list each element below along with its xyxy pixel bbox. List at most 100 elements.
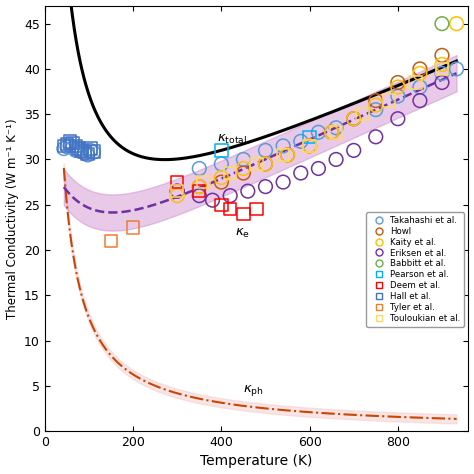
Point (244, 187, 252, 195)
Point (438, 52, 446, 59)
Point (359, 110, 366, 118)
Point (306, 142, 313, 150)
Point (416, 97, 424, 104)
Point (240, 169, 247, 177)
Point (412, 79, 419, 86)
Point (240, 164, 247, 172)
Point (63, 143, 71, 151)
Point (81, 149, 88, 157)
Point (84, 151, 91, 159)
Point (107, 237, 115, 245)
Point (253, 160, 260, 168)
Point (78, 146, 85, 154)
Point (74, 145, 82, 152)
Point (66, 137, 74, 145)
Point (129, 224, 137, 231)
Point (306, 133, 313, 141)
Y-axis label: Thermal Conductivity (W m⁻¹ K⁻¹): Thermal Conductivity (W m⁻¹ K⁻¹) (6, 118, 18, 319)
Point (173, 187, 181, 195)
Point (195, 183, 203, 191)
Point (394, 92, 401, 100)
Point (69, 144, 76, 152)
Text: $\kappa_{\rm total}$: $\kappa_{\rm total}$ (217, 133, 247, 146)
Point (438, 20, 446, 27)
Point (69, 139, 76, 147)
Text: $\kappa_{\rm ph}$: $\kappa_{\rm ph}$ (244, 383, 264, 398)
Point (218, 174, 225, 182)
Point (279, 178, 287, 186)
Point (262, 160, 269, 168)
Point (173, 187, 181, 195)
Point (394, 83, 401, 91)
Point (262, 183, 269, 191)
Point (60, 142, 68, 150)
Point (262, 160, 269, 168)
Point (438, 61, 446, 68)
Point (385, 97, 393, 104)
Text: $\kappa_{\rm e}$: $\kappa_{\rm e}$ (235, 228, 250, 240)
Point (72, 146, 80, 154)
Point (195, 164, 203, 172)
Point (60, 145, 68, 152)
Point (218, 146, 225, 154)
Legend: Takahashi et al., Howl, Kaity et al., Eriksen et al., Babbitt et al., Pearson et: Takahashi et al., Howl, Kaity et al., Er… (366, 212, 464, 327)
Point (328, 128, 336, 136)
Point (200, 178, 208, 186)
Point (78, 147, 85, 155)
Point (279, 142, 287, 150)
Point (72, 142, 80, 150)
Point (218, 201, 225, 209)
Point (306, 142, 313, 150)
Point (350, 146, 357, 154)
Point (81, 148, 88, 156)
Point (227, 169, 234, 177)
Point (227, 205, 234, 213)
Point (306, 142, 313, 150)
Point (438, 70, 446, 77)
Point (86, 146, 94, 154)
Point (284, 151, 292, 159)
Point (279, 151, 287, 159)
Point (438, 79, 446, 86)
Point (84, 150, 91, 158)
Point (74, 145, 82, 152)
Point (173, 178, 181, 186)
Point (332, 124, 340, 132)
Point (394, 79, 401, 86)
Point (63, 140, 71, 148)
Point (453, 20, 460, 27)
Point (240, 210, 247, 218)
Point (173, 192, 181, 200)
Point (195, 192, 203, 200)
Point (372, 106, 380, 113)
Point (315, 128, 322, 136)
Point (394, 115, 401, 122)
Point (297, 137, 305, 145)
Point (90, 148, 97, 156)
Point (66, 142, 74, 150)
Point (350, 115, 357, 122)
Point (372, 133, 380, 141)
Point (195, 183, 203, 191)
Point (416, 65, 424, 73)
X-axis label: Temperature (K): Temperature (K) (201, 455, 313, 468)
Point (350, 115, 357, 122)
Point (350, 115, 357, 122)
Point (297, 169, 305, 177)
Point (86, 145, 94, 152)
Point (453, 65, 460, 73)
Point (173, 187, 181, 195)
Point (416, 70, 424, 77)
Point (315, 164, 322, 172)
Point (262, 146, 269, 154)
Point (372, 97, 380, 104)
Point (240, 155, 247, 163)
Point (372, 101, 380, 109)
Point (332, 155, 340, 163)
Point (284, 151, 292, 159)
Point (416, 83, 424, 91)
Point (218, 160, 225, 168)
Point (209, 196, 216, 204)
Point (195, 187, 203, 195)
Point (332, 128, 340, 136)
